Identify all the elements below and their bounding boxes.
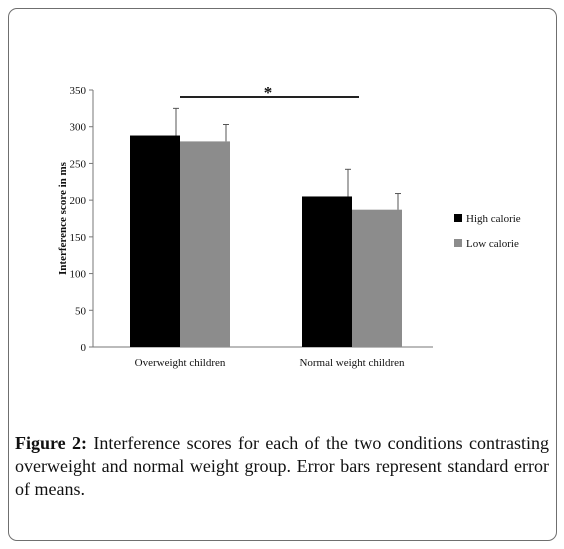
y-tick-label: 50 (75, 305, 87, 317)
y-tick-label: 300 (70, 122, 87, 134)
y-tick-label: 150 (70, 232, 87, 244)
bar (180, 141, 230, 347)
plot-area: 0 50 100 150 200 250 300 350 Overweight children… (70, 85, 433, 369)
legend: High calorie Low calorie (454, 213, 521, 250)
caption-label: Figure 2: (15, 433, 88, 453)
legend-label: Low calorie (466, 238, 519, 250)
y-tick-label: 250 (70, 158, 87, 170)
bar-chart: 0 50 100 150 200 250 300 350 Overweight children… (57, 83, 521, 369)
x-tick-label: Normal weight children (299, 357, 405, 369)
bar (352, 209, 402, 347)
bar (302, 196, 352, 347)
y-axis-label: Interference score in ms (57, 161, 69, 275)
y-tick-label: 350 (70, 85, 87, 97)
y-tick-label: 200 (70, 195, 87, 207)
y-tick-label: 0 (81, 342, 87, 354)
legend-swatch (454, 214, 462, 222)
x-tick-label: Overweight children (135, 357, 226, 369)
legend-label: High calorie (466, 213, 521, 225)
y-tick-label: 100 (70, 269, 87, 281)
legend-swatch (454, 239, 462, 247)
figure-caption: Figure 2: Interference scores for each o… (15, 432, 549, 501)
caption-text: Interference scores for each of the two … (15, 433, 550, 499)
bar (130, 135, 180, 347)
significance-marker: * (264, 83, 273, 102)
